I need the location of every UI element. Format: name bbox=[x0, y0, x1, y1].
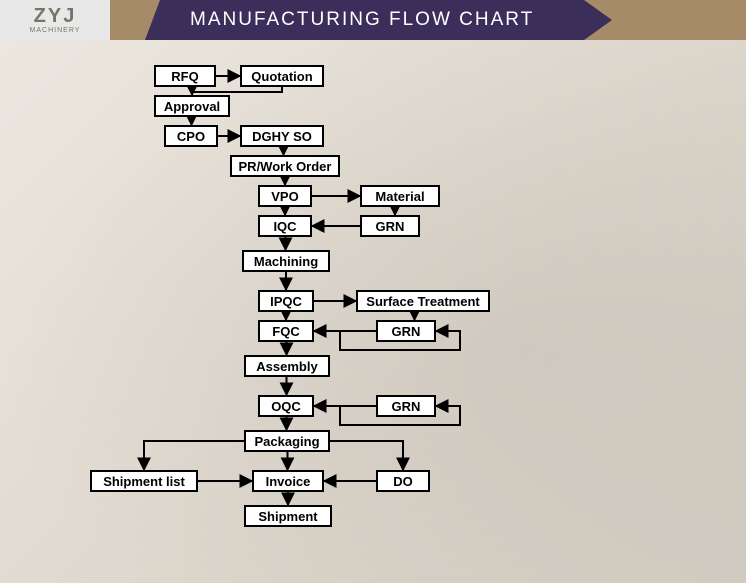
node-quotation: Quotation bbox=[240, 65, 324, 87]
node-rfq: RFQ bbox=[154, 65, 216, 87]
node-material: Material bbox=[360, 185, 440, 207]
node-assembly: Assembly bbox=[244, 355, 330, 377]
node-grn1: GRN bbox=[360, 215, 420, 237]
node-do: DO bbox=[376, 470, 430, 492]
node-shipment: Shipment bbox=[244, 505, 332, 527]
node-grn3: GRN bbox=[376, 395, 436, 417]
node-machining: Machining bbox=[242, 250, 330, 272]
node-invoice: Invoice bbox=[252, 470, 324, 492]
logo-block: ZYJ MACHINERY bbox=[0, 0, 110, 40]
title-ribbon: MANUFACTURING FLOW CHART bbox=[110, 0, 584, 40]
node-dghyso: DGHY SO bbox=[240, 125, 324, 147]
node-fqc: FQC bbox=[258, 320, 314, 342]
node-grn2: GRN bbox=[376, 320, 436, 342]
node-oqc: OQC bbox=[258, 395, 314, 417]
logo-subtext: MACHINERY bbox=[30, 27, 81, 34]
node-vpo: VPO bbox=[258, 185, 312, 207]
node-ipqc: IPQC bbox=[258, 290, 314, 312]
node-cpo: CPO bbox=[164, 125, 218, 147]
header-bar: ZYJ MACHINERY MANUFACTURING FLOW CHART bbox=[0, 0, 746, 40]
node-approval: Approval bbox=[154, 95, 230, 117]
node-packaging: Packaging bbox=[244, 430, 330, 452]
flowchart-canvas: RFQ Quotation Approval CPO DGHY SO PR/Work Or… bbox=[0, 0, 746, 583]
node-surface: Surface Treatment bbox=[356, 290, 490, 312]
logo-text: ZYJ bbox=[34, 6, 77, 26]
node-shiplist: Shipment list bbox=[90, 470, 198, 492]
node-iqc: IQC bbox=[258, 215, 312, 237]
page-title: MANUFACTURING FLOW CHART bbox=[190, 9, 534, 31]
node-prwo: PR/Work Order bbox=[230, 155, 340, 177]
